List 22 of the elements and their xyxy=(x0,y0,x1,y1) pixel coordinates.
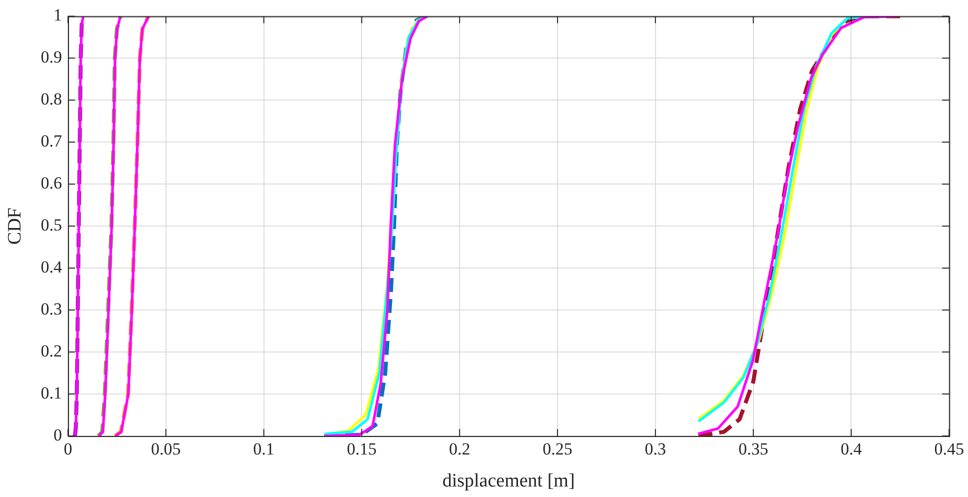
x-tick-label: 0.35 xyxy=(738,440,768,459)
x-tick-label: 0.05 xyxy=(151,440,181,459)
x-tick-label: 0.15 xyxy=(346,440,377,459)
y-tick-label: 0.5 xyxy=(40,216,62,235)
y-tick-label: 0.9 xyxy=(40,48,62,67)
y-tick-label: 0.1 xyxy=(40,383,62,402)
x-tick-label: 0.1 xyxy=(253,440,274,459)
x-tick-label: 0.3 xyxy=(644,440,666,459)
x-tick-label: 0.25 xyxy=(542,440,572,459)
x-axis-title: displacement [m] xyxy=(442,470,575,492)
y-tick-label: 0.3 xyxy=(40,300,62,319)
y-tick-label: 0 xyxy=(54,425,62,444)
y-tick-label: 0.7 xyxy=(40,132,62,151)
y-tick-label: 1 xyxy=(54,6,62,25)
x-tick-label: 0.45 xyxy=(934,440,964,459)
y-tick-label: 0.8 xyxy=(40,90,62,109)
y-tick-label: 0.2 xyxy=(40,342,62,361)
y-tick-label: 0.4 xyxy=(40,258,62,277)
x-tick-label: 0.4 xyxy=(840,440,862,459)
y-axis-title: CDF xyxy=(4,208,26,245)
x-tick-label: 0.2 xyxy=(448,440,470,459)
y-tick-label: 0.6 xyxy=(40,174,62,193)
